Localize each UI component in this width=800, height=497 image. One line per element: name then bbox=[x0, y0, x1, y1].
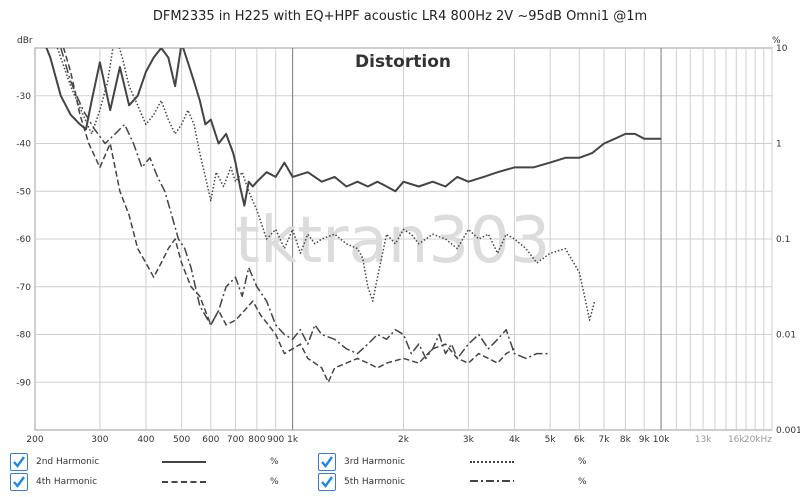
y-axis-left-ticks: -30 -40 -50 -60 -70 -80 -90 bbox=[16, 92, 31, 389]
y-tick-label-left: -60 bbox=[16, 235, 31, 245]
legend: 2nd Harmonic % 3rd Harmonic % 4th Harmon… bbox=[0, 448, 800, 497]
x-tick-label: 900 bbox=[267, 435, 284, 445]
y-axis-right-label: % bbox=[772, 36, 781, 46]
x-tick-label: 9k bbox=[639, 435, 651, 445]
checkmark-icon bbox=[13, 456, 25, 468]
legend-swatch-dotted bbox=[470, 461, 514, 463]
y-tick-label-left: -50 bbox=[16, 187, 31, 197]
legend-item-2nd-harmonic[interactable]: 2nd Harmonic % bbox=[10, 452, 310, 472]
legend-label-4th-harmonic: 4th Harmonic bbox=[36, 477, 98, 487]
checkmark-icon bbox=[321, 456, 333, 468]
series-line-4th-harmonic bbox=[62, 48, 515, 384]
chart-annotation: Distortion bbox=[355, 52, 451, 72]
vertical-grid bbox=[99, 48, 773, 430]
legend-checkbox-4th-harmonic[interactable] bbox=[10, 473, 28, 491]
x-tick-label: 7k bbox=[599, 435, 611, 445]
x-tick-label: 600 bbox=[202, 435, 219, 445]
legend-unit-3rd-harmonic: % bbox=[578, 457, 587, 467]
legend-item-3rd-harmonic[interactable]: 3rd Harmonic % bbox=[318, 452, 618, 472]
x-tick-label: 700 bbox=[227, 435, 244, 445]
legend-label-2nd-harmonic: 2nd Harmonic bbox=[36, 457, 100, 467]
y-tick-label-right: 0.01 bbox=[776, 331, 796, 341]
distortion-chart: DFM2335 in H225 with EQ+HPF acoustic LR4… bbox=[16, 9, 800, 445]
y-tick-label-left: -80 bbox=[16, 331, 31, 341]
x-tick-label: 200 bbox=[26, 435, 43, 445]
series-line-2nd-harmonic bbox=[45, 48, 662, 207]
series-line-3rd-harmonic bbox=[56, 48, 596, 321]
checkmark-icon bbox=[321, 476, 333, 488]
legend-swatch-dashdot bbox=[470, 480, 514, 482]
y-tick-label-right: 10 bbox=[776, 44, 788, 54]
legend-checkbox-5th-harmonic[interactable] bbox=[318, 473, 336, 491]
y-tick-label-left: -30 bbox=[16, 92, 31, 102]
checkmark-icon bbox=[13, 476, 25, 488]
y-tick-label-right: 1 bbox=[776, 140, 782, 150]
legend-swatch-solid bbox=[162, 461, 206, 463]
x-tick-label: 2k bbox=[398, 435, 410, 445]
x-axis-ticks: 200 300 400 500 600 700 800 900 1k 2k 3k 4k 5k 6k 7k 8k… bbox=[26, 435, 772, 445]
legend-label-5th-harmonic: 5th Harmonic bbox=[344, 477, 406, 487]
legend-checkbox-3rd-harmonic[interactable] bbox=[318, 453, 336, 471]
legend-unit-5th-harmonic: % bbox=[578, 477, 587, 487]
x-tick-label: 8k bbox=[620, 435, 632, 445]
x-tick-label: 3k bbox=[463, 435, 475, 445]
series-line-5th-harmonic bbox=[60, 48, 551, 360]
legend-item-4th-harmonic[interactable]: 4th Harmonic % bbox=[10, 472, 310, 492]
x-tick-label: 800 bbox=[248, 435, 265, 445]
x-tick-label: 500 bbox=[173, 435, 190, 445]
x-tick-label-faded: 20kHz bbox=[744, 435, 772, 445]
series-layer bbox=[45, 48, 662, 384]
x-tick-label: 1k bbox=[287, 435, 299, 445]
legend-unit-2nd-harmonic: % bbox=[270, 457, 279, 467]
legend-swatch-dashed bbox=[162, 481, 206, 483]
x-tick-label-faded: 13k bbox=[695, 435, 712, 445]
x-tick-label: 4k bbox=[509, 435, 521, 445]
chart-title: DFM2335 in H225 with EQ+HPF acoustic LR4… bbox=[153, 9, 647, 24]
y-tick-label-right: 0.1 bbox=[776, 235, 790, 245]
y-tick-label-left: -40 bbox=[16, 140, 31, 150]
x-tick-label: 6k bbox=[574, 435, 586, 445]
x-tick-label: 10k bbox=[653, 435, 670, 445]
x-tick-label: 300 bbox=[91, 435, 108, 445]
y-tick-label-right: 0.001 bbox=[776, 426, 800, 436]
legend-unit-4th-harmonic: % bbox=[270, 477, 279, 487]
legend-label-3rd-harmonic: 3rd Harmonic bbox=[344, 457, 406, 467]
legend-item-5th-harmonic[interactable]: 5th Harmonic % bbox=[318, 472, 618, 492]
y-tick-label-left: -70 bbox=[16, 283, 31, 293]
x-tick-label: 400 bbox=[137, 435, 154, 445]
legend-checkbox-2nd-harmonic[interactable] bbox=[10, 453, 28, 471]
y-tick-label-left: -90 bbox=[16, 378, 31, 388]
y-axis-left-label: dBr bbox=[17, 36, 33, 46]
x-tick-label: 5k bbox=[545, 435, 557, 445]
x-tick-label-faded: 16k bbox=[728, 435, 745, 445]
y-axis-right-ticks: 10 1 0.1 0.01 0.001 bbox=[776, 44, 800, 436]
